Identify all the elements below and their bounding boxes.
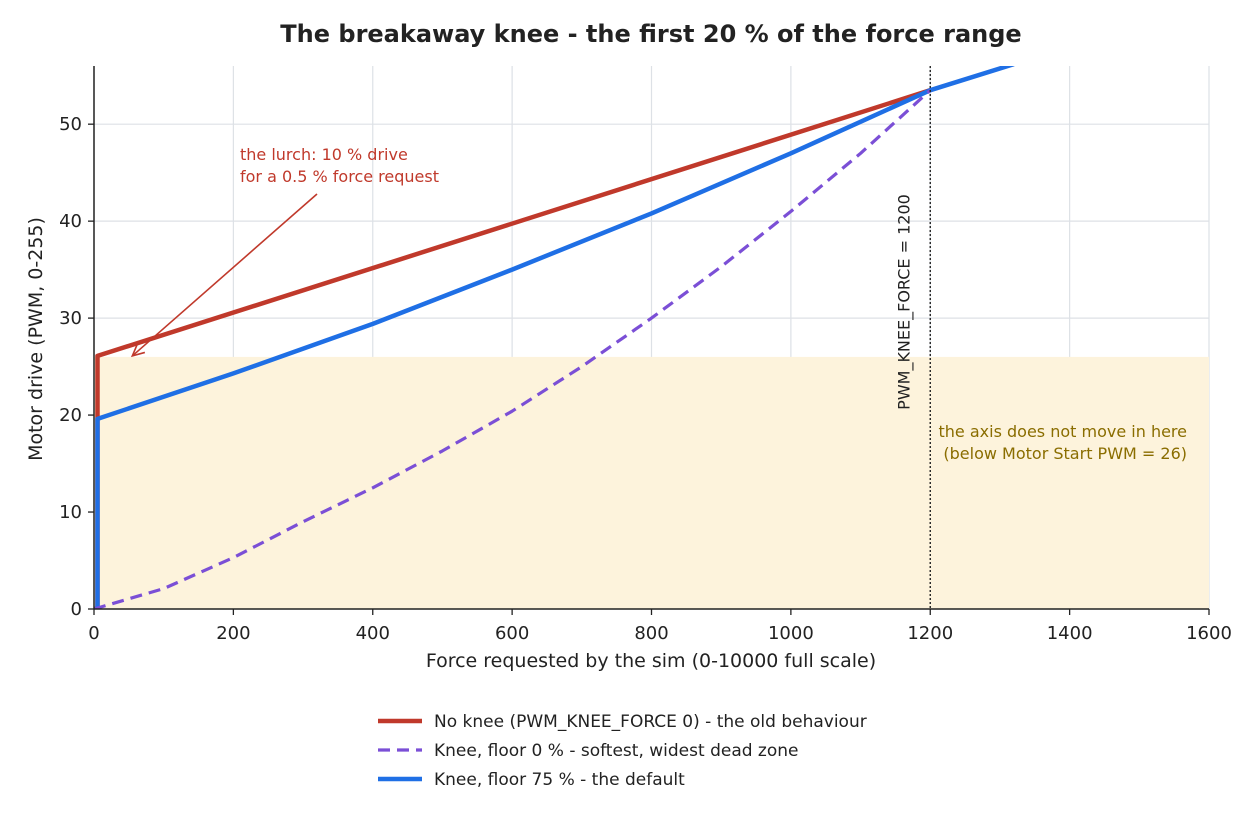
legend-label-0: No knee (PWM_KNEE_FORCE 0) - the old beh… bbox=[434, 712, 867, 732]
x-tick-label: 1200 bbox=[907, 623, 953, 644]
x-tick-label: 1000 bbox=[768, 623, 814, 644]
lurch-arrow-head bbox=[130, 343, 146, 358]
lurch-arrow bbox=[130, 193, 318, 358]
lurch-label-line-2: for a 0.5 % force request bbox=[240, 167, 439, 186]
series-lines bbox=[94, 66, 1015, 609]
y-tick-label: 0 bbox=[71, 599, 82, 620]
legend: No knee (PWM_KNEE_FORCE 0) - the old beh… bbox=[378, 712, 867, 790]
x-tick-label: 1400 bbox=[1047, 623, 1093, 644]
x-tick-label: 600 bbox=[495, 623, 529, 644]
lurch-label-line-1: the lurch: 10 % drive bbox=[240, 145, 408, 164]
legend-label-2: Knee, floor 75 % - the default bbox=[434, 770, 685, 790]
y-tick-label: 10 bbox=[59, 502, 82, 523]
x-axis-label: Force requested by the sim (0-10000 full… bbox=[426, 650, 876, 672]
dead-zone-label-line-2: (below Motor Start PWM = 26) bbox=[943, 444, 1187, 463]
chart-title: The breakaway knee - the first 20 % of t… bbox=[280, 20, 1021, 48]
x-tick-label: 800 bbox=[634, 623, 668, 644]
y-tick-label: 30 bbox=[59, 308, 82, 329]
dead-zone-label-line-1: the axis does not move in here bbox=[939, 422, 1187, 441]
y-axis-label: Motor drive (PWM, 0-255) bbox=[25, 217, 47, 461]
series-line-2 bbox=[94, 66, 1015, 609]
y-tick-label: 20 bbox=[59, 405, 82, 426]
legend-label-1: Knee, floor 0 % - softest, widest dead z… bbox=[434, 741, 799, 761]
knee-line-label: PWM_KNEE_FORCE = 1200 bbox=[894, 194, 914, 410]
y-tick-label: 40 bbox=[59, 211, 82, 232]
y-tick-label: 50 bbox=[59, 114, 82, 135]
x-tick-label: 400 bbox=[356, 623, 390, 644]
dead-zone-band bbox=[94, 356, 1209, 609]
x-tick-label: 200 bbox=[216, 623, 250, 644]
tick-labels: 0 200 400 600 800 1000 1200 1400 1600 0 10 20 30 40 50 bbox=[59, 114, 1232, 644]
x-tick-label: 1600 bbox=[1186, 623, 1232, 644]
x-tick-label: 0 bbox=[88, 623, 99, 644]
series-line-1 bbox=[94, 89, 932, 609]
lurch-arrow-shaft bbox=[131, 193, 318, 357]
